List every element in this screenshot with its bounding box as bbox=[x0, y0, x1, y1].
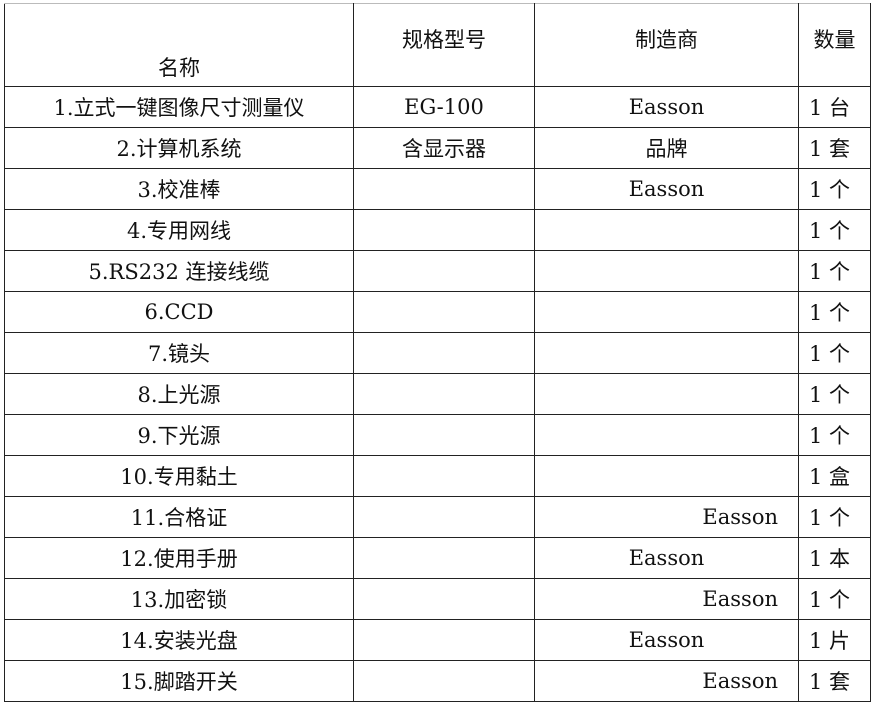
cell-name: 6.CCD bbox=[4, 291, 354, 333]
cell-qty: 1 个 bbox=[798, 496, 871, 538]
cell-qty: 1 个 bbox=[798, 168, 871, 210]
cell-model bbox=[353, 619, 535, 661]
table-row: 12.使用手册 Easson 1 本 bbox=[4, 537, 871, 579]
cell-model bbox=[353, 209, 535, 251]
cell-name: 4.专用网线 bbox=[4, 209, 354, 251]
cell-maker: Easson bbox=[534, 496, 799, 538]
cell-qty: 1 个 bbox=[798, 332, 871, 374]
table-row: 2.计算机系统 含显示器 品牌 1 套 bbox=[4, 127, 871, 169]
cell-model bbox=[353, 168, 535, 210]
cell-qty: 1 片 bbox=[798, 619, 871, 661]
cell-model: 含显示器 bbox=[353, 127, 535, 169]
cell-name: 13.加密锁 bbox=[4, 578, 354, 620]
header-model: 规格型号 bbox=[353, 3, 535, 87]
table-row: 8.上光源 1 个 bbox=[4, 373, 871, 415]
table-row: 5.RS232 连接线缆 1 个 bbox=[4, 250, 871, 292]
table-row: 7.镜头 1 个 bbox=[4, 332, 871, 374]
cell-model bbox=[353, 414, 535, 456]
cell-name: 5.RS232 连接线缆 bbox=[4, 250, 354, 292]
cell-qty: 1 套 bbox=[798, 660, 871, 702]
cell-maker: Easson bbox=[534, 537, 799, 579]
cell-maker bbox=[534, 209, 799, 251]
cell-model bbox=[353, 660, 535, 702]
cell-model bbox=[353, 455, 535, 497]
cell-name: 7.镜头 bbox=[4, 332, 354, 374]
cell-qty: 1 个 bbox=[798, 250, 871, 292]
header-name: 名称 bbox=[4, 3, 354, 87]
table-row: 6.CCD 1 个 bbox=[4, 291, 871, 333]
cell-model: EG-100 bbox=[353, 86, 535, 128]
header-qty: 数量 bbox=[798, 3, 871, 87]
cell-qty: 1 个 bbox=[798, 373, 871, 415]
cell-maker bbox=[534, 414, 799, 456]
cell-model bbox=[353, 291, 535, 333]
cell-model bbox=[353, 373, 535, 415]
cell-name: 10.专用黏土 bbox=[4, 455, 354, 497]
cell-model bbox=[353, 332, 535, 374]
cell-name: 12.使用手册 bbox=[4, 537, 354, 579]
cell-name: 3.校准棒 bbox=[4, 168, 354, 210]
header-row: 名称 规格型号 制造商 数量 bbox=[4, 3, 871, 87]
cell-model bbox=[353, 578, 535, 620]
cell-model bbox=[353, 250, 535, 292]
cell-qty: 1 个 bbox=[798, 291, 871, 333]
cell-maker: 品牌 bbox=[534, 127, 799, 169]
cell-maker bbox=[534, 332, 799, 374]
cell-name: 14.安装光盘 bbox=[4, 619, 354, 661]
header-maker: 制造商 bbox=[534, 3, 799, 87]
cell-name: 8.上光源 bbox=[4, 373, 354, 415]
cell-qty: 1 个 bbox=[798, 578, 871, 620]
cell-qty: 1 台 bbox=[798, 86, 871, 128]
cell-maker: Easson bbox=[534, 619, 799, 661]
cell-maker: Easson bbox=[534, 168, 799, 210]
cell-maker: Easson bbox=[534, 578, 799, 620]
cell-maker bbox=[534, 291, 799, 333]
cell-name: 1.立式一键图像尺寸测量仪 bbox=[4, 86, 354, 128]
cell-maker bbox=[534, 250, 799, 292]
table-row: 13.加密锁 Easson 1 个 bbox=[4, 578, 871, 620]
table-row: 3.校准棒 Easson 1 个 bbox=[4, 168, 871, 210]
cell-name: 2.计算机系统 bbox=[4, 127, 354, 169]
equipment-list-table: 名称 规格型号 制造商 数量 1.立式一键图像尺寸测量仪 EG-100 Easson… bbox=[4, 3, 871, 702]
table-row: 14.安装光盘 Easson 1 片 bbox=[4, 619, 871, 661]
table-row: 15.脚踏开关 Easson 1 套 bbox=[4, 660, 871, 702]
cell-model bbox=[353, 496, 535, 538]
cell-maker bbox=[534, 373, 799, 415]
cell-name: 15.脚踏开关 bbox=[4, 660, 354, 702]
cell-maker: Easson bbox=[534, 86, 799, 128]
table-row: 10.专用黏土 1 盒 bbox=[4, 455, 871, 497]
cell-maker bbox=[534, 455, 799, 497]
cell-qty: 1 套 bbox=[798, 127, 871, 169]
cell-name: 11.合格证 bbox=[4, 496, 354, 538]
table-row: 9.下光源 1 个 bbox=[4, 414, 871, 456]
cell-qty: 1 本 bbox=[798, 537, 871, 579]
table-row: 1.立式一键图像尺寸测量仪 EG-100 Easson 1 台 bbox=[4, 86, 871, 128]
cell-qty: 1 个 bbox=[798, 414, 871, 456]
cell-name: 9.下光源 bbox=[4, 414, 354, 456]
cell-maker: Easson bbox=[534, 660, 799, 702]
cell-model bbox=[353, 537, 535, 579]
cell-qty: 1 个 bbox=[798, 209, 871, 251]
cell-qty: 1 盒 bbox=[798, 455, 871, 497]
table-row: 11.合格证 Easson 1 个 bbox=[4, 496, 871, 538]
table-row: 4.专用网线 1 个 bbox=[4, 209, 871, 251]
